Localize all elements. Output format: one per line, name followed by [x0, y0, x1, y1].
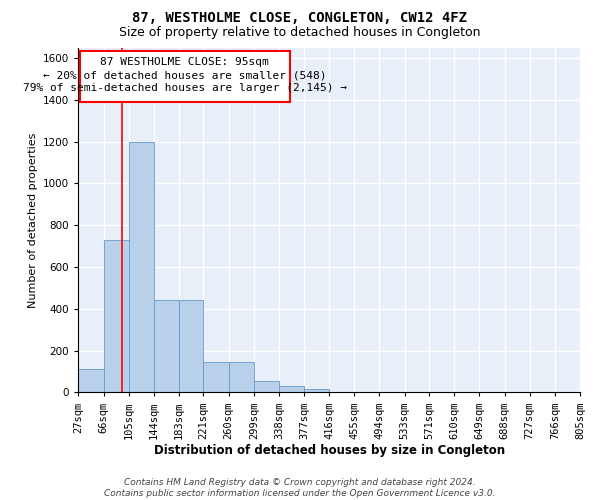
Bar [80, 50, 290, 102]
Bar [104, 240, 128, 392]
Text: 79% of semi-detached houses are larger (2,145) →: 79% of semi-detached houses are larger (… [23, 84, 347, 94]
Bar [179, 300, 203, 392]
Y-axis label: Number of detached properties: Number of detached properties [28, 132, 38, 308]
Text: Contains HM Land Registry data © Crown copyright and database right 2024.
Contai: Contains HM Land Registry data © Crown c… [104, 478, 496, 498]
Bar [203, 362, 229, 392]
Bar [229, 362, 254, 392]
X-axis label: Distribution of detached houses by size in Congleton: Distribution of detached houses by size … [154, 444, 505, 458]
Bar [304, 390, 329, 392]
Bar [128, 142, 154, 392]
Text: Size of property relative to detached houses in Congleton: Size of property relative to detached ho… [119, 26, 481, 39]
Text: 87, WESTHOLME CLOSE, CONGLETON, CW12 4FZ: 87, WESTHOLME CLOSE, CONGLETON, CW12 4FZ [133, 11, 467, 25]
Text: 87 WESTHOLME CLOSE: 95sqm: 87 WESTHOLME CLOSE: 95sqm [100, 57, 269, 67]
Text: ← 20% of detached houses are smaller (548): ← 20% of detached houses are smaller (54… [43, 70, 326, 81]
Bar [79, 370, 104, 392]
Bar [254, 381, 279, 392]
Bar [279, 386, 304, 392]
Bar [154, 300, 179, 392]
